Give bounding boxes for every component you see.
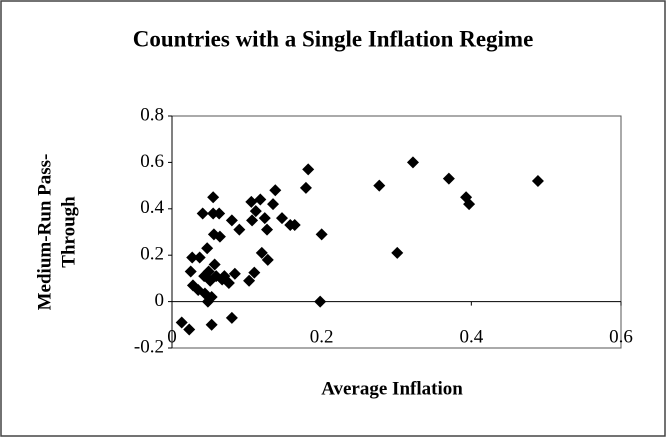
- data-point: [315, 228, 328, 241]
- data-point: [269, 184, 282, 197]
- x-tick-label: 0: [167, 326, 177, 347]
- data-point: [255, 246, 268, 259]
- data-point: [442, 172, 455, 185]
- data-point: [249, 205, 262, 218]
- data-point: [245, 195, 258, 208]
- data-point: [175, 316, 188, 329]
- data-point: [201, 242, 214, 255]
- data-point: [202, 265, 215, 278]
- y-tick-label: -0.2: [134, 336, 164, 357]
- y-axis-label: Medium-Run Pass- Through: [34, 154, 79, 311]
- data-point: [463, 198, 476, 211]
- data-point: [183, 323, 196, 336]
- y-tick-label: 0: [155, 290, 165, 311]
- data-point: [208, 258, 221, 271]
- data-point: [228, 267, 241, 280]
- data-point: [248, 266, 261, 279]
- data-point: [193, 251, 206, 264]
- chart-title: Countries with a Single Inflation Regime: [133, 26, 534, 51]
- x-tick-label: 0.4: [459, 326, 483, 347]
- y-tick-label: 0.2: [140, 244, 164, 265]
- data-point: [261, 223, 274, 236]
- y-tick-label: 0.8: [140, 104, 164, 125]
- data-point: [288, 219, 301, 232]
- data-point: [205, 318, 218, 331]
- data-point: [213, 207, 226, 220]
- y-tick-label: 0.6: [140, 151, 164, 172]
- data-point: [213, 230, 226, 243]
- data-point: [233, 223, 246, 236]
- data-point: [261, 253, 274, 266]
- data-point: [207, 191, 220, 204]
- data-point: [391, 246, 404, 259]
- data-point: [258, 212, 271, 225]
- data-point: [302, 163, 315, 176]
- y-tick-label: 0.4: [140, 197, 164, 218]
- y-axis-label-line: Medium-Run Pass-: [34, 154, 55, 311]
- data-point: [276, 212, 289, 225]
- data-point: [225, 214, 238, 227]
- x-tick-label: 0.2: [310, 326, 334, 347]
- data-point: [267, 198, 280, 211]
- data-point: [531, 174, 544, 187]
- data-point: [222, 277, 235, 290]
- data-point: [373, 179, 386, 192]
- data-point: [299, 181, 312, 194]
- data-point: [225, 311, 238, 324]
- data-point: [243, 274, 256, 287]
- y-axis-label-line: Through: [58, 196, 79, 268]
- x-tick-label: 0.6: [609, 326, 633, 347]
- data-point: [196, 207, 209, 220]
- x-axis-label: Average Inflation: [321, 378, 463, 399]
- data-point: [314, 295, 327, 308]
- data-point: [205, 290, 218, 303]
- data-point: [254, 193, 267, 206]
- data-point: [186, 251, 199, 264]
- data-point: [184, 265, 197, 278]
- data-point: [406, 156, 419, 169]
- data-point: [246, 214, 259, 227]
